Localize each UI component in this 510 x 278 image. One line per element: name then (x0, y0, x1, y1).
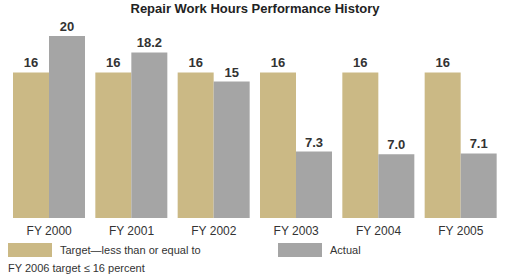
svg-text:FY 2005: FY 2005 (438, 224, 483, 238)
html-text:Actual: Actual (330, 244, 361, 256)
svg-text:7.0: 7.0 (387, 137, 405, 152)
svg-text:16: 16 (271, 55, 285, 70)
svg-text:7.1: 7.1 (470, 136, 488, 151)
html-text:Repair Work Hours Performance: Repair Work Hours Performance History (130, 1, 380, 16)
svg-text:FY 2003: FY 2003 (274, 224, 319, 238)
svg-text:16: 16 (353, 55, 367, 70)
svg-text:16: 16 (106, 55, 120, 70)
svg-text:16: 16 (24, 55, 38, 70)
html-text:FY 2006 target ≤ 16 percent: FY 2006 target ≤ 16 percent (8, 262, 145, 274)
html-text:Target—less than or equal to: Target—less than or equal to (60, 244, 201, 256)
svg-text:FY 2000: FY 2000 (27, 224, 72, 238)
svg-text:FY 2004: FY 2004 (356, 224, 401, 238)
svg-text:FY 2001: FY 2001 (109, 224, 154, 238)
svg-text:20: 20 (60, 19, 74, 34)
svg-text:18.2: 18.2 (137, 35, 162, 50)
svg-text:16: 16 (188, 55, 202, 70)
svg-text:7.3: 7.3 (305, 135, 323, 150)
svg-text:15: 15 (224, 65, 238, 80)
svg-text:16: 16 (435, 55, 449, 70)
svg-text:FY 2002: FY 2002 (191, 224, 236, 238)
